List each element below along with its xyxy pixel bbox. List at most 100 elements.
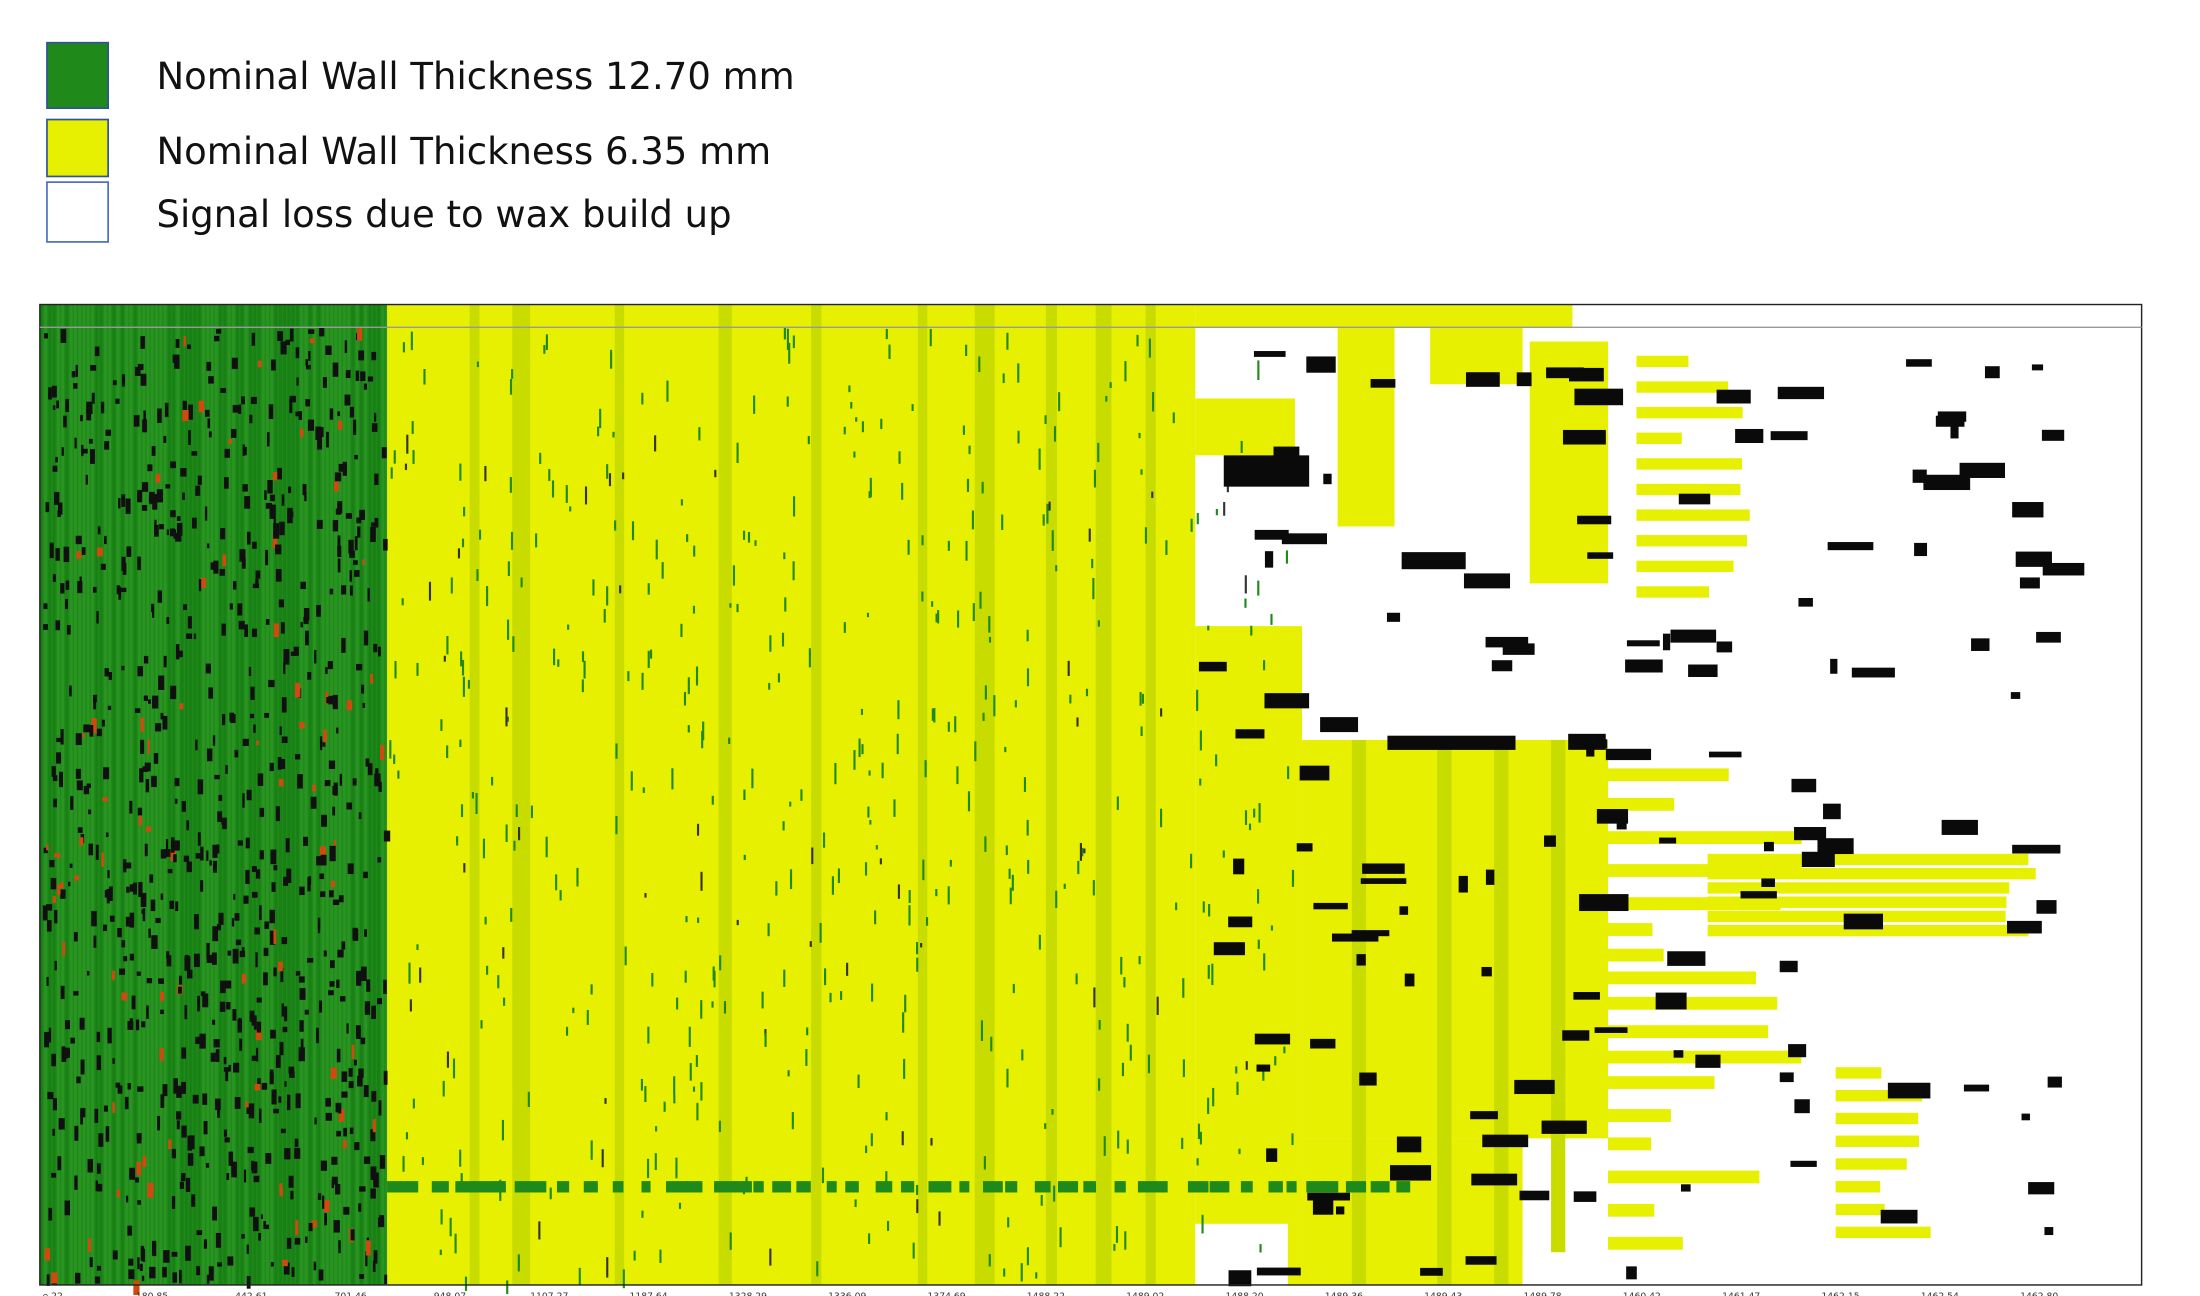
cell	[1083, 848, 1086, 854]
cell	[223, 1129, 228, 1137]
cell	[1109, 382, 1112, 388]
cell	[935, 889, 938, 897]
cell	[1139, 692, 1142, 706]
cell	[1002, 373, 1005, 384]
cell	[277, 331, 284, 342]
cell	[375, 768, 379, 783]
cell	[231, 918, 235, 927]
cell	[548, 469, 551, 481]
cell	[1223, 455, 1310, 487]
cell	[299, 721, 305, 729]
cell	[954, 716, 957, 733]
cell	[363, 630, 369, 646]
cell	[661, 562, 664, 579]
cell	[169, 528, 176, 537]
cell	[269, 504, 276, 519]
cell	[1004, 746, 1007, 753]
cell	[514, 1181, 536, 1193]
cell	[107, 1027, 112, 1044]
cell	[786, 396, 789, 407]
cell	[51, 1272, 58, 1284]
cell	[854, 1199, 857, 1208]
cell	[471, 791, 474, 799]
cell	[244, 304, 248, 1285]
cell	[162, 715, 168, 730]
cell	[556, 1181, 570, 1193]
cell	[743, 854, 746, 861]
cell	[243, 895, 249, 904]
cell	[289, 1071, 295, 1078]
cell	[1399, 906, 1409, 915]
cell	[387, 1181, 409, 1193]
cell	[365, 1251, 368, 1267]
cell	[826, 1181, 837, 1193]
cell	[349, 406, 355, 418]
cell	[327, 695, 334, 705]
cell	[1835, 1135, 1920, 1147]
cell	[858, 738, 861, 758]
cell	[1182, 1059, 1185, 1078]
cell	[241, 947, 245, 956]
cell	[286, 1237, 292, 1249]
cell	[1124, 1231, 1127, 1250]
cell	[412, 450, 415, 465]
cell	[311, 1220, 317, 1228]
cell	[865, 1145, 868, 1154]
cell	[137, 556, 141, 571]
cell	[1051, 530, 1054, 551]
cell	[251, 628, 258, 638]
cell	[129, 304, 133, 1285]
cell	[371, 423, 378, 432]
cell	[356, 970, 362, 986]
cell	[792, 496, 796, 517]
cell	[443, 655, 446, 662]
cell	[338, 463, 344, 472]
cell	[1069, 694, 1072, 704]
cell	[89, 725, 94, 737]
cell	[176, 1111, 182, 1120]
cell	[1113, 1244, 1116, 1251]
cell	[117, 928, 122, 938]
cell	[597, 426, 600, 437]
cell	[1238, 1148, 1241, 1155]
cell	[631, 521, 635, 541]
cell	[783, 969, 786, 987]
cell	[320, 854, 327, 866]
cell	[1716, 641, 1733, 653]
cell	[821, 1167, 825, 1184]
cell	[404, 463, 408, 471]
cell	[1067, 660, 1070, 676]
cell	[446, 745, 449, 759]
cell	[246, 1107, 250, 1115]
cell	[313, 1261, 317, 1271]
cell	[336, 727, 339, 734]
cell	[170, 461, 176, 469]
cell	[336, 1130, 342, 1137]
cell	[328, 890, 334, 898]
cell	[119, 968, 126, 975]
cell	[1791, 778, 1817, 793]
cell	[331, 880, 335, 888]
cell	[283, 662, 286, 674]
cell	[120, 587, 127, 593]
cell	[374, 517, 379, 528]
cell	[320, 1160, 328, 1171]
cell	[935, 613, 938, 623]
cell	[215, 1098, 221, 1110]
cell	[911, 404, 914, 411]
cell	[142, 766, 148, 773]
cell	[43, 624, 48, 630]
cell	[346, 1023, 349, 1034]
cell	[278, 304, 282, 1285]
cell	[325, 1112, 332, 1121]
cell	[459, 463, 462, 481]
cell	[166, 529, 169, 536]
cell	[393, 754, 396, 765]
cell	[304, 491, 307, 502]
cell	[683, 691, 687, 706]
cell	[176, 304, 180, 1285]
cell	[1770, 431, 1808, 441]
cell	[295, 971, 301, 976]
cell	[48, 304, 52, 1285]
cell	[751, 768, 754, 789]
